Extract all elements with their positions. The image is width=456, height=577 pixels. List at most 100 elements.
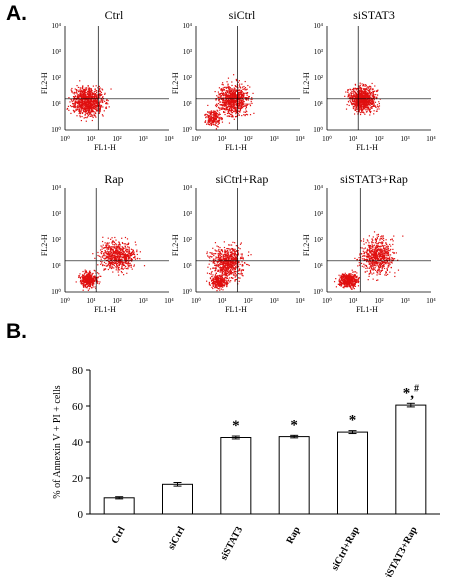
x-tick-label: 10² [243, 135, 252, 143]
plot-title-sictrl: siCtrl [228, 8, 256, 22]
y-axis-label: FL2-H [302, 234, 311, 256]
y-tick-label: 10⁰ [51, 288, 61, 296]
x-axis-label: FL1-H [94, 305, 116, 314]
y-axis-label: % of Annexin V + PI + cells [52, 385, 63, 499]
y-tick-label: 10³ [183, 210, 192, 218]
y-axis-label: FL2-H [302, 72, 311, 94]
x-tick-label: 10¹ [348, 135, 357, 143]
x-axis-label: FL1-H [356, 143, 378, 152]
y-tick-label: 10¹ [314, 262, 323, 270]
y-tick-label: 10² [314, 74, 323, 82]
panel-a-label: A. [6, 2, 27, 25]
x-tick-label: 10¹ [217, 135, 226, 143]
x-tick-label: 10⁴ [426, 297, 436, 305]
x-tick-label: 10² [374, 135, 383, 143]
bar [395, 404, 427, 515]
x-tick-label: 10⁰ [322, 135, 332, 143]
x-tick-label: 10³ [138, 297, 147, 305]
x-tick-label: 10⁴ [164, 135, 174, 143]
x-tick-label: 10¹ [217, 297, 226, 305]
x-tick-label: 10³ [138, 135, 147, 143]
y-tick-label: 20 [72, 473, 84, 485]
x-tick-label: 10³ [400, 135, 409, 143]
y-tick-label: 10⁴ [183, 22, 193, 30]
bar-chart: 0 20 40 60 80 % of Annexin V + PI + cells * * * *… [52, 365, 440, 521]
significance-marker: *,# [403, 383, 419, 401]
x-tick-label: 10¹ [348, 297, 357, 305]
significance-marker: * [349, 413, 357, 429]
bar [220, 437, 252, 515]
y-tick-label: 10¹ [183, 100, 192, 108]
x-tick-label: 10⁴ [295, 297, 305, 305]
x-tick-label: 10⁴ [426, 135, 436, 143]
y-tick-label: 10³ [314, 210, 323, 218]
y-axis-label: FL2-H [40, 234, 49, 256]
x-tick-label: 10³ [400, 297, 409, 305]
bar [278, 436, 310, 515]
x-tick-label: 10¹ [86, 297, 95, 305]
y-tick-label: 10³ [314, 48, 323, 56]
y-tick-label: 40 [72, 437, 84, 449]
y-tick-label: 80 [72, 365, 84, 377]
y-tick-label: 10¹ [314, 100, 323, 108]
flow-cytometry-plots: 10⁰10⁰10¹10¹10²10²10³10³10⁴10⁴FL1-HFL2-H… [40, 22, 436, 314]
bar [337, 431, 368, 515]
y-tick-label: 10⁴ [314, 184, 324, 192]
y-tick-label: 10² [183, 236, 192, 244]
x-tick-label: 10² [243, 297, 252, 305]
panel-b-label: B. [6, 320, 27, 343]
y-tick-label: 10³ [52, 48, 61, 56]
x-tick-label: 10² [374, 297, 383, 305]
x-tick-label: 10² [112, 135, 121, 143]
x-tick-label: 10⁰ [60, 135, 70, 143]
significance-marker: * [290, 417, 298, 433]
y-tick-label: 0 [78, 509, 84, 521]
x-tick-label: 10¹ [86, 135, 95, 143]
y-tick-label: 10¹ [52, 100, 61, 108]
x-axis-label: FL1-H [94, 143, 116, 152]
y-tick-label: 10⁰ [313, 288, 323, 296]
y-tick-label: 10⁴ [52, 184, 62, 192]
bar [162, 483, 193, 515]
x-tick-label: 10³ [269, 297, 278, 305]
y-tick-label: 10² [183, 74, 192, 82]
y-tick-label: 10² [52, 236, 61, 244]
y-tick-label: 10⁴ [314, 22, 324, 30]
x-tick-label: 10⁴ [164, 297, 174, 305]
y-axis-label: FL2-H [171, 72, 180, 94]
plot-title-sistat3-rap: siSTAT3+Rap [340, 172, 408, 186]
y-tick-label: 10⁴ [52, 22, 62, 30]
y-tick-label: 10² [314, 236, 323, 244]
plot-title-ctrl: Ctrl [104, 8, 124, 22]
x-tick-label: 10⁰ [60, 297, 70, 305]
y-tick-label: 10¹ [183, 262, 192, 270]
x-tick-label: 10⁰ [191, 297, 201, 305]
x-axis-label: FL1-H [225, 143, 247, 152]
bar [103, 497, 135, 515]
plot-title-rap: Rap [104, 172, 124, 186]
plot-title-sistat3: siSTAT3 [353, 8, 395, 22]
y-tick-label: 10⁴ [183, 184, 193, 192]
plot-title-sictrl-rap: siCtrl+Rap [215, 172, 269, 186]
y-tick-label: 10⁰ [182, 288, 192, 296]
y-tick-label: 10³ [52, 210, 61, 218]
y-tick-label: 10⁰ [313, 126, 323, 134]
significance-marker: * [232, 418, 240, 434]
x-tick-label: 10⁰ [191, 135, 201, 143]
y-axis-label: FL2-H [171, 234, 180, 256]
x-tick-label: 10³ [269, 135, 278, 143]
y-axis-label: FL2-H [40, 72, 49, 94]
y-tick-label: 60 [72, 401, 84, 413]
y-tick-label: 10⁰ [51, 126, 61, 134]
x-tick-label: 10⁰ [322, 297, 332, 305]
x-axis-label: FL1-H [356, 305, 378, 314]
x-axis-label: FL1-H [225, 305, 247, 314]
x-tick-label: 10⁴ [295, 135, 305, 143]
